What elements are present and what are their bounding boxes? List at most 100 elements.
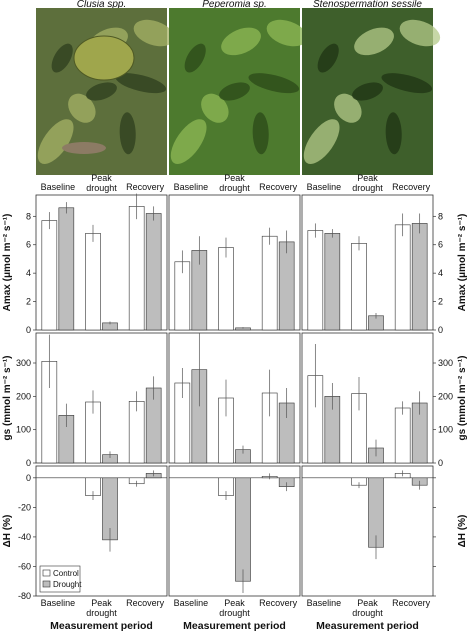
panel-Amax-0: 0 2 4 6 8 xyxy=(26,193,168,335)
bar-control xyxy=(351,243,367,331)
peperomia-photo xyxy=(169,8,308,175)
y-tick-label-right: 4 xyxy=(438,268,443,278)
leaf-shape xyxy=(201,93,229,123)
bar-drought xyxy=(145,213,162,331)
bar-drought xyxy=(58,207,75,331)
leaf-shape xyxy=(73,35,135,81)
bar-control xyxy=(85,233,101,331)
panel-frame xyxy=(301,465,434,597)
bar-drought xyxy=(324,233,341,331)
top-category-1-0: Baseline xyxy=(174,182,209,192)
panel-gs-2: 0 100 200 300 xyxy=(301,332,453,468)
top-category-2-0: Baseline xyxy=(307,182,342,192)
y-title-right-2: ΔH (%) xyxy=(457,515,468,548)
bottom-category-1-0: Baseline xyxy=(174,598,209,608)
bar-drought xyxy=(411,223,428,331)
bar-drought xyxy=(235,477,251,582)
bar-control xyxy=(394,407,411,464)
y-tick-label: 100 xyxy=(16,425,31,435)
panel-Amax-1 xyxy=(168,194,301,331)
leaf-shape xyxy=(119,112,136,155)
bottom-category-1-2: Recovery xyxy=(259,598,298,608)
panel-frame xyxy=(35,465,168,597)
species-title-2: Stenospermation sessile xyxy=(313,0,422,10)
bar-control xyxy=(307,230,324,331)
legend-swatch-drought xyxy=(42,580,51,588)
y-title-right-1: gs (mmol m⁻² s⁻¹) xyxy=(457,355,468,440)
leaf-shape xyxy=(354,27,394,56)
panel-frame xyxy=(35,332,168,464)
bar-control xyxy=(261,235,278,331)
leaf-shape xyxy=(248,73,300,94)
x-title-2: Measurement period xyxy=(316,620,419,632)
y-tick-label-right: 0 xyxy=(438,458,443,468)
y-tick-label-right: 200 xyxy=(438,391,453,401)
y-tick-label: 2 xyxy=(26,297,31,307)
bar-drought xyxy=(278,241,295,331)
clusia-photo xyxy=(36,8,175,175)
panel-ΔH-2 xyxy=(301,465,436,597)
bar-control xyxy=(41,220,58,331)
y-tick-label: 4 xyxy=(26,268,31,278)
leaf-shape xyxy=(381,73,433,94)
leaf-shape xyxy=(219,82,250,101)
leaf-shape xyxy=(86,82,117,101)
top-category-1-2: Recovery xyxy=(259,182,298,192)
bottom-category-2-1: Peak drought xyxy=(352,598,383,618)
bottom-category-0-2: Recovery xyxy=(126,598,165,608)
y-tick-label: 6 xyxy=(26,240,31,250)
panel-frame xyxy=(168,332,301,464)
bar-control xyxy=(394,224,411,331)
legend-label-control: Control xyxy=(53,569,79,578)
top-category-2-2: Recovery xyxy=(392,182,431,192)
top-category-peak-0: Peak drought xyxy=(86,173,117,193)
bar-control xyxy=(218,247,234,331)
bottom-category-0-0: Baseline xyxy=(41,598,76,608)
top-category-0-2: Recovery xyxy=(126,182,165,192)
legend-label-drought: Drought xyxy=(53,580,82,589)
leaf-shape xyxy=(266,19,308,47)
panel-gs-0: 0 100 200 300 xyxy=(16,332,168,468)
bottom-category-2-0: Baseline xyxy=(307,598,342,608)
panel-frame xyxy=(168,465,301,597)
y-tick-label: 0 xyxy=(26,473,31,483)
leaf-shape xyxy=(115,73,167,94)
x-title-1: Measurement period xyxy=(183,620,286,632)
panel-ΔH-0: 0 -20 -40 -60 -80 xyxy=(18,465,168,601)
y-title-left-0: Amax (μmol m⁻² s⁻¹) xyxy=(2,214,13,312)
y-tick-label-right: 2 xyxy=(438,297,443,307)
bottom-category-1-1: Peak drought xyxy=(219,598,250,618)
panel-Amax-2: 0 2 4 6 8 xyxy=(301,194,443,335)
leaf-shape xyxy=(385,112,402,155)
y-title-left-2: ΔH (%) xyxy=(2,515,13,548)
panel-frame xyxy=(301,194,434,331)
top-category-0-0: Baseline xyxy=(41,182,76,192)
y-title-right-0: Amax (μmol m⁻² s⁻¹) xyxy=(457,214,468,312)
leaf-shape xyxy=(303,119,340,164)
y-tick-label: -60 xyxy=(18,561,31,571)
leaf-shape xyxy=(221,27,261,56)
leaf-shape xyxy=(317,43,339,73)
leaf-shape xyxy=(352,82,383,101)
y-tick-label-right: 6 xyxy=(438,240,443,250)
panel-frame xyxy=(168,194,301,331)
top-category-peak-1: Peak drought xyxy=(219,173,250,193)
species-title-1: Peperomia sp. xyxy=(202,0,266,10)
bottom-category-0-1: Peak drought xyxy=(86,598,117,618)
bottom-category-2-2: Recovery xyxy=(392,598,431,608)
leaf-shape xyxy=(37,119,74,164)
leaf-shape xyxy=(68,93,96,123)
y-tick-label: 0 xyxy=(26,458,31,468)
bar-control xyxy=(128,206,145,331)
species-title-0: Clusia spp. xyxy=(77,0,126,10)
y-tick-label: 300 xyxy=(16,358,31,368)
y-tick-label: -80 xyxy=(18,591,31,601)
panel-ΔH-1 xyxy=(168,465,301,597)
y-tick-label: -20 xyxy=(18,502,31,512)
stenospermation-photo xyxy=(302,8,441,175)
panel-frame xyxy=(301,332,434,464)
legend: Control Drought xyxy=(39,565,82,593)
leaf-shape xyxy=(184,43,206,73)
y-tick-label-right: 100 xyxy=(438,425,453,435)
